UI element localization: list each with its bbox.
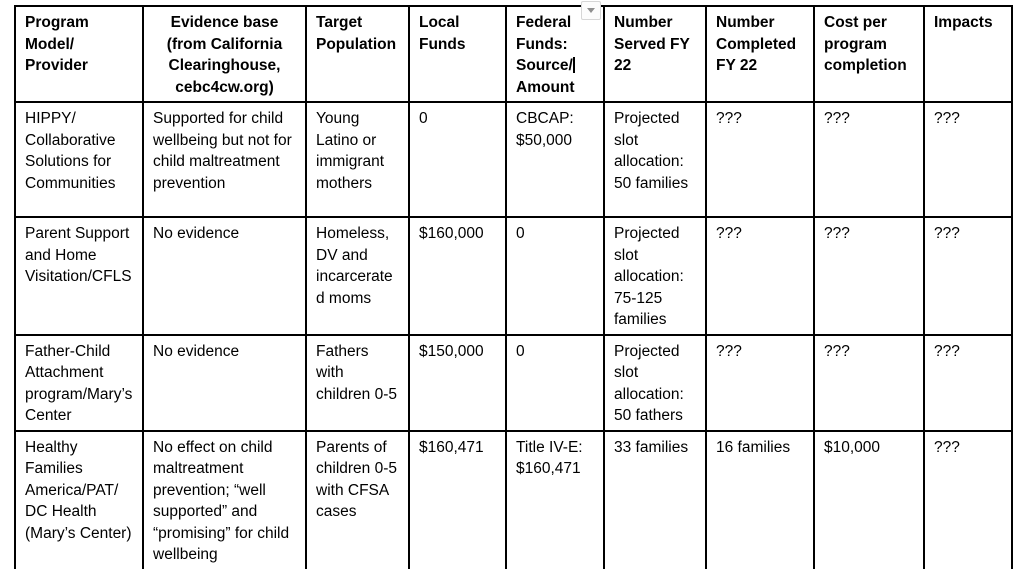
cell-number-completed[interactable]: ??? — [705, 101, 815, 218]
cell-number-completed[interactable]: ??? — [705, 333, 815, 432]
column-header-target-population[interactable]: Target Population — [305, 5, 410, 103]
cell-program-model[interactable]: Father-Child Attachment program/​Mary’s … — [14, 333, 144, 432]
column-header-evidence-base[interactable]: Evidence base (from California Clearingh… — [142, 5, 307, 103]
cell-evidence-base[interactable]: No evidence — [142, 216, 307, 336]
cell-local-funds[interactable]: $160,000 — [408, 216, 507, 336]
cell-cost-per-completion[interactable]: ??? — [813, 216, 925, 336]
cell-evidence-base[interactable]: Supported for child wellbeing but not fo… — [142, 101, 307, 218]
cell-program-model[interactable]: Parent Support and Home Visitation/​CFLS — [14, 216, 144, 336]
cell-federal-funds[interactable]: Title IV-E: $160,471 — [505, 429, 605, 569]
chevron-down-icon — [587, 8, 595, 13]
column-header-cost-per-completion[interactable]: Cost per program completion — [813, 5, 925, 103]
column-header-impacts[interactable]: Impacts — [923, 5, 1013, 103]
cell-number-served[interactable]: Projected slot allocation: 50 fathers — [603, 333, 707, 432]
cell-target-population[interactable]: Parents of children 0-5 with CFSA cases — [305, 429, 410, 569]
header-text-part1: Federal Funds: Source/​ — [516, 14, 573, 74]
column-header-number-served[interactable]: Number Served FY 22 — [603, 5, 707, 103]
cell-impacts[interactable]: ??? — [923, 216, 1013, 336]
cell-local-funds[interactable]: $160,471 — [408, 429, 507, 569]
cell-target-population[interactable]: Homeless, DV and incarcerated moms — [305, 216, 410, 336]
cell-program-model[interactable]: HIPPY/​Collaborative Solutions for Commu… — [14, 101, 144, 218]
cell-number-served[interactable]: 33 families — [603, 429, 707, 569]
cell-federal-funds[interactable]: CBCAP: $50,000 — [505, 101, 605, 218]
column-header-local-funds[interactable]: Local Funds — [408, 5, 507, 103]
cell-cost-per-completion[interactable]: $10,000 — [813, 429, 925, 569]
cell-local-funds[interactable]: 0 — [408, 101, 507, 218]
header-row: Program Model/​Provider Evidence base (f… — [14, 5, 1013, 103]
cell-evidence-base[interactable]: No effect on child maltreatment preventi… — [142, 429, 307, 569]
column-header-number-completed[interactable]: Number Completed FY 22 — [705, 5, 815, 103]
cell-impacts[interactable]: ??? — [923, 101, 1013, 218]
cell-local-funds[interactable]: $150,000 — [408, 333, 507, 432]
cell-cost-per-completion[interactable]: ??? — [813, 333, 925, 432]
column-header-program-model[interactable]: Program Model/​Provider — [14, 5, 144, 103]
cell-number-completed[interactable]: 16 families — [705, 429, 815, 569]
table-row: Healthy Families America/​PAT/​DC Health… — [14, 429, 1013, 569]
cell-federal-funds[interactable]: 0 — [505, 333, 605, 432]
cell-target-population[interactable]: Young Latino or immigrant mothers — [305, 101, 410, 218]
cell-federal-funds[interactable]: 0 — [505, 216, 605, 336]
cell-target-population[interactable]: Fathers with children 0-5 — [305, 333, 410, 432]
programs-table: Program Model/​Provider Evidence base (f… — [14, 5, 1013, 569]
cell-impacts[interactable]: ??? — [923, 429, 1013, 569]
cell-program-model[interactable]: Healthy Families America/​PAT/​DC Health… — [14, 429, 144, 569]
table-row: HIPPY/​Collaborative Solutions for Commu… — [14, 101, 1013, 218]
text-cursor — [572, 57, 575, 73]
column-dropdown-button[interactable] — [581, 1, 601, 20]
cell-evidence-base[interactable]: No evidence — [142, 333, 307, 432]
cell-number-served[interactable]: Projected slot allocation: 50 families — [603, 101, 707, 218]
table-row: Parent Support and Home Visitation/​CFLS… — [14, 216, 1013, 336]
header-text-part2: Amount — [516, 78, 575, 96]
cell-number-completed[interactable]: ??? — [705, 216, 815, 336]
cell-number-served[interactable]: Projected slot allocation: 75-125 famili… — [603, 216, 707, 336]
cell-cost-per-completion[interactable]: ??? — [813, 101, 925, 218]
column-header-federal-funds[interactable]: Federal Funds: Source/​ Amount — [505, 5, 605, 103]
table-row: Father-Child Attachment program/​Mary’s … — [14, 333, 1013, 432]
cell-impacts[interactable]: ??? — [923, 333, 1013, 432]
